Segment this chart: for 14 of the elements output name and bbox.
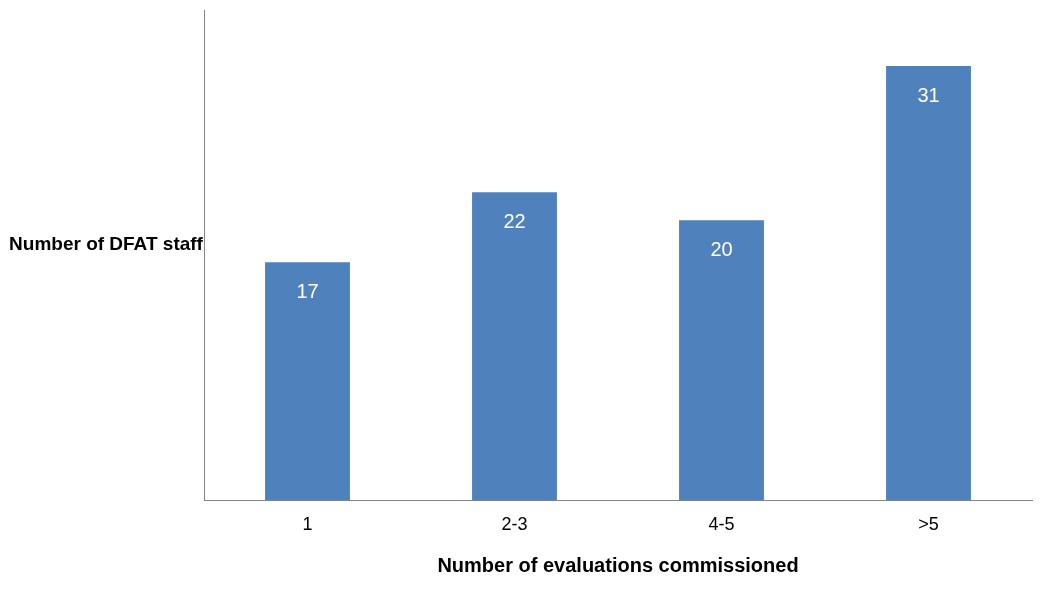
data-label: 17: [296, 279, 319, 302]
x-tick-label: 1: [302, 514, 313, 535]
x-axis-title: Number of evaluations commissioned: [437, 553, 799, 576]
bar: [886, 66, 971, 501]
data-label: 31: [917, 83, 940, 106]
bar: [679, 220, 764, 501]
y-axis-title: Number of DFAT staff: [8, 233, 204, 255]
data-label: 22: [503, 209, 526, 232]
bar: [472, 192, 557, 501]
x-tick-label: 2-3: [501, 514, 528, 535]
x-tick-label: >5: [918, 514, 939, 535]
data-label: 20: [710, 237, 733, 260]
bar: [265, 262, 350, 501]
x-tick-label: 4-5: [708, 514, 735, 535]
